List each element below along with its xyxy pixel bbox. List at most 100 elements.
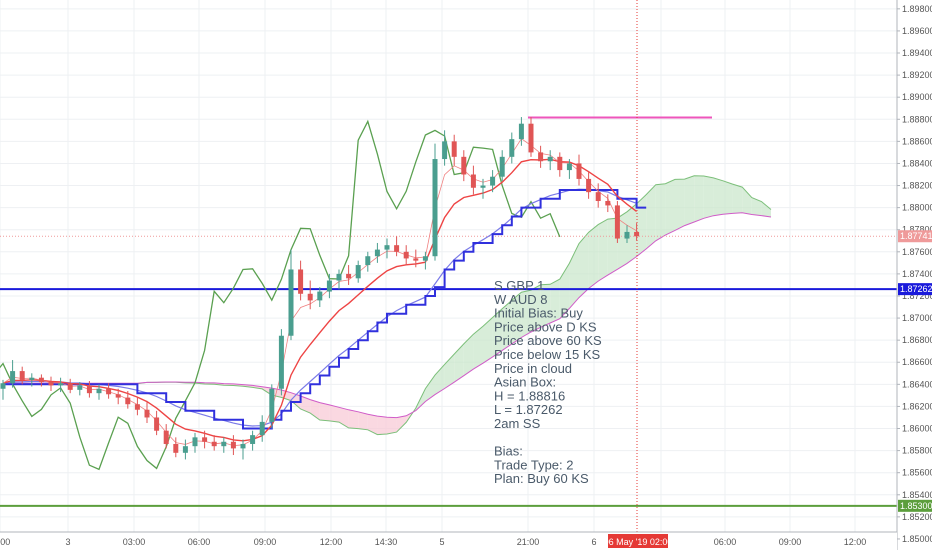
cloud-segment (694, 175, 704, 223)
candle-body (480, 185, 486, 188)
candle-body (422, 256, 428, 261)
cloud-segment (473, 326, 483, 370)
time-tick-label: 12:00 (320, 537, 343, 547)
cloud-segment (579, 232, 589, 298)
candle-body (106, 388, 112, 395)
cloud-segment (300, 395, 311, 414)
kijun-line (3, 189, 647, 430)
price-axis: 1.89800 1.89600 1.89400 1.89200 1.89000 1.888… (896, 0, 932, 550)
cloud-segment (348, 409, 359, 429)
cloud-segment (483, 317, 493, 364)
candle-body (413, 258, 419, 261)
cloud-segment (732, 184, 743, 214)
price-tick-label: 1.89600 (902, 26, 932, 36)
candle-body (173, 443, 179, 453)
candle-body (77, 385, 83, 390)
candle-body (230, 441, 236, 449)
candle-body (566, 163, 572, 171)
price-tick-label: 1.87800 (902, 225, 932, 235)
cloud-segment (319, 402, 330, 421)
candle-body (259, 421, 265, 436)
time-tick-label: 09:00 (254, 537, 277, 547)
candle-body (115, 394, 121, 398)
candle-body (634, 231, 640, 237)
candle-body (163, 430, 169, 444)
candlesticks (0, 117, 640, 460)
candle-body (182, 446, 188, 453)
price-tick-label: 1.86000 (902, 424, 932, 434)
chikou-line (0, 119, 561, 471)
annotation-line: S GBP 1 (494, 278, 544, 293)
price-tick-label: 1.88600 (902, 136, 932, 146)
cloud-segment (339, 407, 349, 428)
candle-body (211, 441, 217, 447)
time-tick-label: 12:00 (844, 537, 867, 547)
cursor-time-label: 06 May '19 02:00 (604, 537, 673, 547)
candle-body (38, 377, 44, 383)
cloud-segment (761, 201, 771, 217)
cloud-segment (387, 417, 397, 435)
time-tick-label: 06:00 (714, 537, 737, 547)
candle-body (576, 163, 582, 179)
price-tick-label: 1.85400 (902, 490, 932, 500)
candle-body (470, 174, 476, 188)
candle-body (595, 192, 601, 202)
cloud-segment (569, 243, 579, 309)
candle-body (461, 156, 467, 175)
candle-body (355, 265, 361, 279)
cloud-segment (684, 175, 695, 226)
candle-body (538, 152, 544, 162)
cursor-time-tag (608, 534, 668, 548)
candle-body (0, 383, 6, 389)
price-tick-label: 1.87000 (902, 313, 932, 323)
candle-body (365, 256, 371, 266)
price-tick-label: 1.86600 (902, 357, 932, 367)
price-axis-bg (897, 0, 932, 550)
horizontal-levels: 1.87741 1.87262 1.85300 (0, 0, 932, 532)
candle-body (269, 388, 275, 422)
price-tick-label: 1.88200 (902, 181, 932, 191)
candle-body (384, 245, 390, 250)
candle-body (346, 273, 352, 279)
candle-body (490, 176, 496, 186)
level-tag-overlay-label: 1.85300 (900, 501, 932, 511)
time-tick-label: 21:00 (517, 537, 540, 547)
cloud-segment (396, 415, 407, 433)
price-tick-label: 1.86800 (902, 335, 932, 345)
cloud-segment (559, 263, 570, 319)
cloud-segment (703, 176, 714, 219)
cloud-segment (751, 197, 762, 216)
cloud-segment (636, 194, 647, 257)
candle-body (336, 273, 342, 281)
candle-body (240, 443, 246, 449)
price-tick-label: 1.86400 (902, 379, 932, 389)
candle-body (134, 404, 140, 410)
price-tick-label: 1.85600 (902, 468, 932, 478)
candle-body (403, 251, 409, 259)
candle-body (499, 156, 505, 177)
candle-body (614, 205, 620, 239)
candle-body (509, 139, 515, 157)
annotation-line: H = 1.88816 (494, 388, 565, 403)
cloud-segment (742, 187, 752, 215)
candle-body (528, 123, 534, 153)
candle-body (307, 293, 313, 301)
annotation-line: Plan: Buy 60 KS (494, 471, 589, 486)
cloud-segment (310, 399, 320, 420)
time-axis-bg (0, 532, 897, 550)
time-tick-label: 5 (439, 537, 444, 547)
annotation-line: L = 1.87262 (494, 402, 563, 417)
candle-body (288, 269, 294, 336)
candle-body (96, 388, 102, 394)
candle-body (451, 141, 457, 157)
time-tick-label: :00 (0, 537, 10, 547)
candle-body (432, 159, 438, 257)
cloud-segment (454, 343, 464, 383)
cloud-segment (358, 411, 368, 430)
candle-body (202, 437, 208, 442)
level-tag-overlay (898, 230, 932, 243)
candle-body (154, 417, 160, 431)
annotation-line: Asian Box: (494, 375, 556, 390)
candle-body (298, 269, 304, 294)
